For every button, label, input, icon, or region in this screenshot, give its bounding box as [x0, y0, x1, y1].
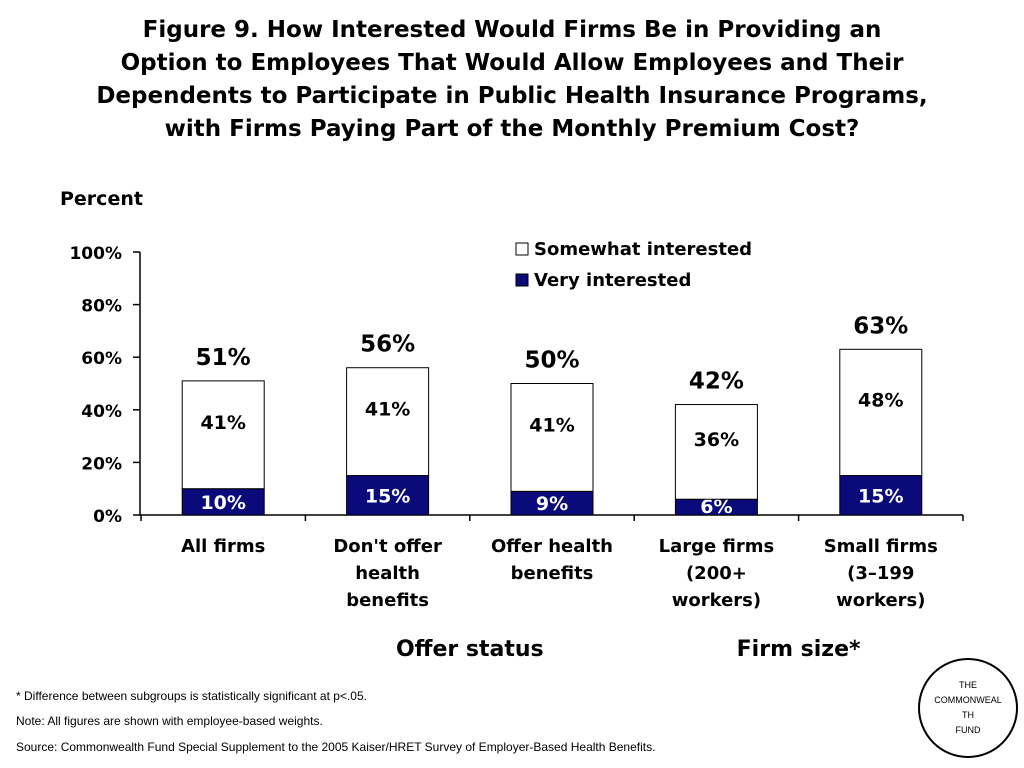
source-note: Source: Commonwealth Fund Special Supple…: [16, 740, 656, 754]
legend-swatch: [515, 273, 529, 287]
x-category-label: Large firms (200+ workers): [659, 536, 775, 611]
bar-segment-very-interested: [346, 475, 430, 516]
bar-segment-somewhat-interested: [839, 348, 923, 477]
title-line-2: Option to Employees That Would Allow Emp…: [120, 50, 904, 76]
x-category-label-line: (200+: [686, 563, 747, 584]
bar-segment-very-interested: [181, 488, 265, 516]
x-category-label-line: benefits: [511, 563, 594, 584]
significance-footnote: * Difference between subgroups is statis…: [16, 689, 367, 703]
y-tick-label: 0%: [93, 507, 122, 527]
x-category-label-line: benefits: [346, 590, 429, 611]
bar-segment-very-interested: [839, 475, 923, 516]
x-category-label-line: health: [355, 563, 420, 584]
bar-segment-somewhat-interested: [346, 367, 430, 477]
bar-value-label: 9%: [536, 493, 568, 515]
legend-swatch: [515, 242, 529, 256]
x-category-label-line: All firms: [181, 536, 265, 557]
y-tick-label: 60%: [81, 349, 122, 369]
bar-value-label: 41%: [200, 412, 245, 434]
group-label: Offer status: [396, 637, 544, 662]
logo-line-1: THE: [959, 680, 977, 690]
bar-value-label: 10%: [200, 492, 245, 514]
x-category-label-line: workers): [672, 590, 761, 611]
title-line-3: Dependents to Participate in Public Heal…: [96, 83, 928, 109]
bar-value-label: 15%: [858, 485, 903, 507]
stacked-bar-chart: Percent 0% 20% 40% 60% 80% 100% 10% 41% 51% All fi…: [60, 188, 964, 662]
x-category-label-line: Offer health: [491, 536, 613, 557]
weights-note: Note: All figures are shown with employe…: [16, 714, 323, 728]
x-category-label-line: (3–199: [847, 563, 914, 584]
y-tick-label: 100%: [69, 244, 122, 264]
bar-value-label: 41%: [529, 414, 574, 436]
bar-value-label: 41%: [365, 399, 410, 421]
bar-total-label: 42%: [689, 369, 744, 395]
bar-total-label: 50%: [524, 348, 579, 374]
chart-title: Figure 9. How Interested Would Firms Be …: [4, 14, 1020, 146]
x-category-label: Don't offer health benefits: [333, 536, 442, 611]
y-tick-label: 80%: [81, 297, 122, 317]
y-tick-label: 40%: [81, 402, 122, 422]
x-category-label: Offer health benefits: [491, 536, 613, 584]
title-line-1: Figure 9. How Interested Would Firms Be …: [142, 17, 882, 43]
bar-total-label: 51%: [196, 345, 251, 371]
bar-total-label: 56%: [360, 332, 415, 358]
commonwealth-fund-logo: THE COMMONWEALTH FUND: [918, 658, 1018, 758]
x-category-label: All firms: [181, 536, 265, 557]
bar-value-label: 36%: [694, 429, 739, 451]
x-category-label-line: Large firms: [659, 536, 775, 557]
x-category-label-line: Don't offer: [333, 536, 442, 557]
legend-label: Somewhat interested: [534, 239, 752, 260]
bar-segment-somewhat-interested: [674, 404, 758, 500]
x-category-label: Small firms (3–199 workers): [824, 536, 938, 611]
bar-value-label: 48%: [858, 389, 903, 411]
bar-segment-somewhat-interested: [510, 383, 594, 492]
logo-line-2: COMMONWEALTH: [934, 695, 1002, 720]
x-category-label-line: Small firms: [824, 536, 938, 557]
bar-value-label: 15%: [365, 485, 410, 507]
x-category-label-line: workers): [836, 590, 925, 611]
title-line-4: with Firms Paying Part of the Monthly Pr…: [164, 116, 860, 142]
y-axis-label: Percent: [60, 188, 143, 210]
logo-line-3: FUND: [955, 725, 981, 735]
legend-label: Very interested: [534, 270, 691, 291]
bar-value-label: 6%: [700, 496, 732, 518]
bar-segment-somewhat-interested: [181, 380, 265, 490]
group-label: Firm size*: [737, 637, 861, 662]
y-tick-label: 20%: [81, 454, 122, 474]
bar-total-label: 63%: [853, 313, 908, 339]
